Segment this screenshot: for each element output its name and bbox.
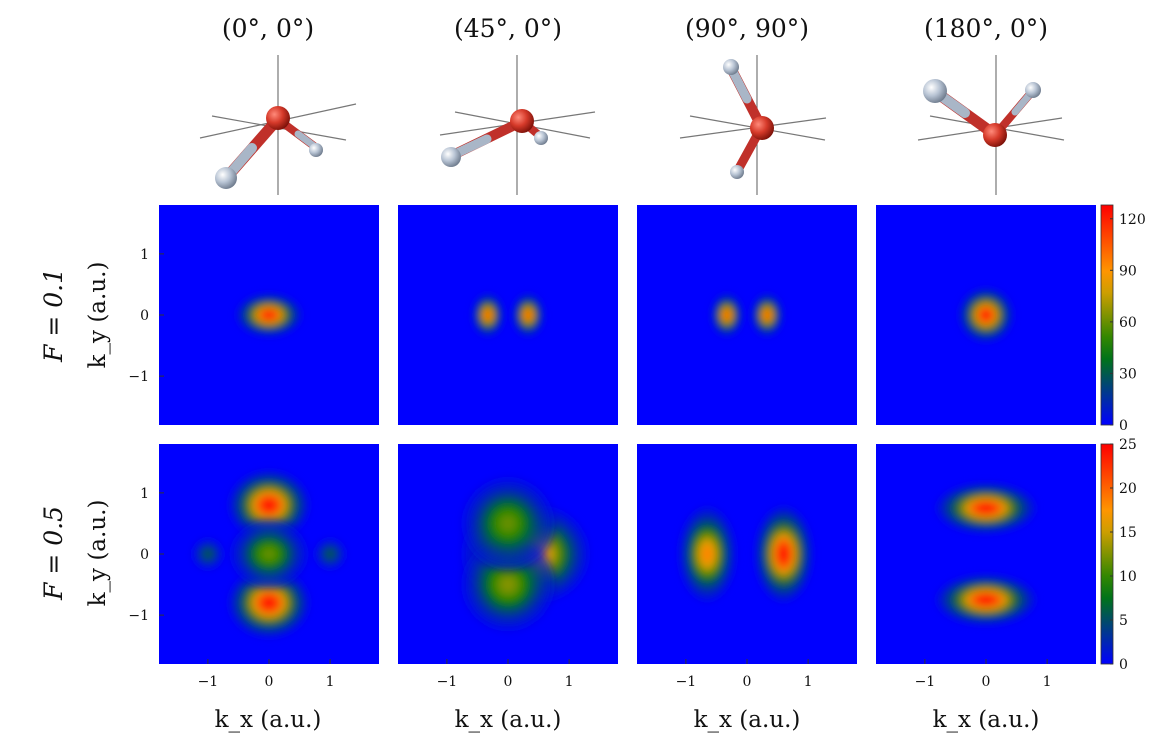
y-axis-label-2: k_y (a.u.) (85, 500, 111, 607)
column-title-3: (90°, 90°) (685, 14, 809, 43)
colorbar-tick-label: 25 (1119, 437, 1137, 453)
heatmap-panel-8: −1 0 1 (876, 444, 1096, 690)
y-tick-label: −1 (128, 608, 149, 624)
colorbar-tick-label: 20 (1119, 481, 1137, 497)
colorbar-tick-label: 90 (1119, 263, 1137, 279)
x-tick-label: 1 (804, 674, 813, 690)
x-tick-label: 1 (1043, 674, 1052, 690)
row-labels: F = 0.1 k_y (a.u.) F = 0.5 k_y (a.u.) (39, 262, 111, 607)
row-label-2: F = 0.5 (39, 506, 68, 601)
panel-background (637, 205, 857, 425)
colorbar-tick-label: 10 (1119, 569, 1137, 585)
column-title-2: (45°, 0°) (454, 14, 562, 43)
y-axis-label-1: k_y (a.u.) (85, 262, 111, 369)
heatmap-blob (753, 504, 814, 604)
heatmap-panel-2 (398, 205, 618, 425)
x-tick-label: 0 (265, 674, 274, 690)
heatmap-blob (512, 293, 545, 337)
x-axis-label-2: k_x (a.u.) (455, 707, 562, 733)
heatmap-blob (934, 573, 1038, 626)
colorbar-gradient (1100, 204, 1114, 426)
y-tick-label: 1 (140, 247, 149, 263)
heatmap-blob (458, 473, 558, 574)
colorbars: 0 30 60 90 120 0 5 10 15 20 25 (1100, 204, 1146, 673)
column-titles: (0°, 0°) (45°, 0°) (90°, 90°) (180°, 0°) (222, 14, 1048, 43)
x-tick-label: −1 (915, 674, 936, 690)
colorbar-tick-label: 60 (1119, 315, 1137, 331)
heatmap-panel-7: −1 0 1 (637, 444, 857, 690)
heatmap-panel-6: −1 0 1 (398, 444, 618, 690)
colorbar-tick-label: 30 (1119, 366, 1137, 382)
colorbar-2: 0 5 10 15 20 25 (1100, 437, 1137, 673)
x-tick-label: 0 (743, 674, 752, 690)
x-axis-labels: k_x (a.u.) k_x (a.u.) k_x (a.u.) k_x (a.… (215, 707, 1040, 733)
x-tick-label: −1 (198, 674, 219, 690)
heatmap-panel-5: −1 0 1 1 0 −1 (128, 444, 379, 690)
heatmap-blob (312, 536, 349, 572)
molecule-2 (439, 55, 596, 195)
heatmap-blob (934, 482, 1038, 535)
colorbar-1: 0 30 60 90 120 (1100, 204, 1146, 434)
heatmap-panel-3 (637, 205, 857, 425)
colorbar-tick-label: 0 (1119, 418, 1128, 434)
heatmap-blob (235, 293, 303, 337)
y-tick-label: −1 (128, 369, 149, 385)
x-tick-label: 0 (982, 674, 991, 690)
heatmap-blob (710, 293, 743, 337)
heatmap-blob (677, 504, 738, 604)
heatmap-blob (958, 287, 1014, 343)
colorbar-tick-label: 5 (1119, 613, 1128, 629)
y-tick-label: 0 (140, 547, 149, 563)
x-axis-label-1: k_x (a.u.) (215, 707, 322, 733)
column-title-1: (0°, 0°) (222, 14, 314, 43)
molecule-1 (199, 55, 357, 195)
x-axis-label-4: k_x (a.u.) (933, 707, 1040, 733)
heatmap-blob (751, 293, 784, 337)
x-tick-label: 0 (504, 674, 513, 690)
colorbar-gradient (1100, 443, 1114, 665)
panel-background (876, 444, 1096, 664)
heatmap-panels: 1 0 −1 −1 0 1 1 0 −1 −1 0 1 −1 0 1 −1 0 1 (128, 205, 1096, 690)
heatmap-panel-1: 1 0 −1 (128, 205, 379, 425)
x-axis-label-3: k_x (a.u.) (694, 707, 801, 733)
y-tick-label: 1 (140, 486, 149, 502)
panel-background (637, 444, 857, 664)
molecule-4 (917, 55, 1065, 195)
molecule-3 (679, 55, 827, 195)
panel-background (398, 205, 618, 425)
colorbar-tick-label: 0 (1119, 657, 1128, 673)
column-title-4: (180°, 0°) (924, 14, 1048, 43)
x-tick-label: −1 (676, 674, 697, 690)
x-tick-label: 1 (565, 674, 574, 690)
row-label-1: F = 0.1 (39, 268, 68, 363)
heatmap-blob (189, 536, 226, 572)
colorbar-tick-label: 120 (1119, 212, 1146, 228)
x-tick-label: −1 (437, 674, 458, 690)
x-tick-label: 1 (326, 674, 335, 690)
y-tick-label: 0 (140, 308, 149, 324)
colorbar-tick-label: 15 (1119, 525, 1137, 541)
heatmap-blob (471, 293, 504, 337)
heatmap-panel-4 (876, 205, 1096, 425)
heatmap-blob (227, 518, 311, 590)
